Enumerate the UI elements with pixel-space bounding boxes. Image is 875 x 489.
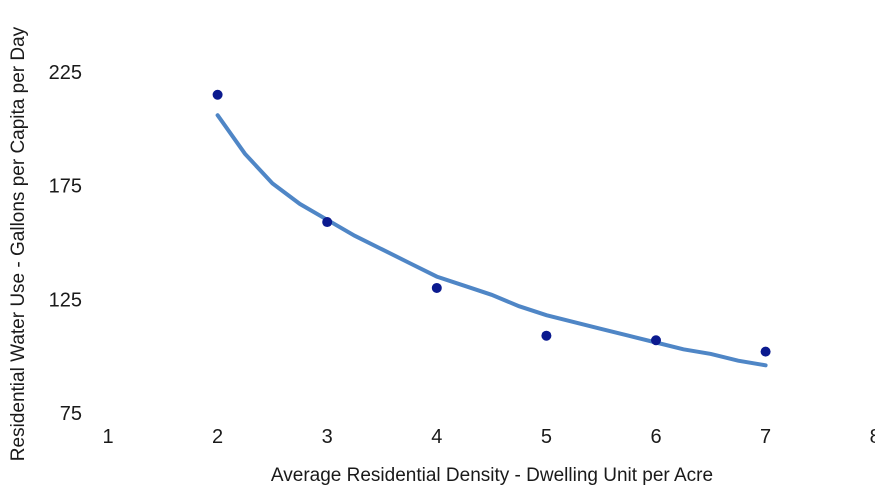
y-tick-label: 75 bbox=[60, 403, 82, 425]
trend-line bbox=[215, 113, 768, 368]
x-tick-label: 5 bbox=[541, 426, 552, 448]
x-axis-ticks: 1 2 3 4 5 6 7 8 bbox=[102, 426, 875, 448]
y-tick-label: 225 bbox=[49, 62, 82, 84]
y-axis-title: Residential Water Use - Gallons per Capi… bbox=[8, 26, 29, 461]
x-tick-label: 3 bbox=[322, 426, 333, 448]
data-points bbox=[212, 89, 771, 357]
data-point bbox=[431, 282, 442, 293]
data-point bbox=[322, 217, 333, 228]
y-axis-ticks: 75 125 175 225 bbox=[49, 62, 82, 425]
data-point bbox=[212, 89, 223, 100]
y-tick-label: 175 bbox=[49, 176, 82, 198]
data-point bbox=[760, 346, 771, 357]
x-tick-label: 6 bbox=[650, 426, 661, 448]
data-point bbox=[651, 335, 661, 346]
x-tick-label: 7 bbox=[760, 426, 771, 448]
x-tick-label: 4 bbox=[431, 426, 442, 448]
x-tick-label: 8 bbox=[870, 426, 875, 448]
data-point bbox=[541, 330, 552, 341]
x-tick-label: 1 bbox=[102, 426, 113, 448]
x-axis-title: Average Residential Density - Dwelling U… bbox=[271, 465, 713, 486]
x-tick-label: 2 bbox=[212, 426, 223, 448]
y-tick-label: 125 bbox=[49, 289, 82, 311]
